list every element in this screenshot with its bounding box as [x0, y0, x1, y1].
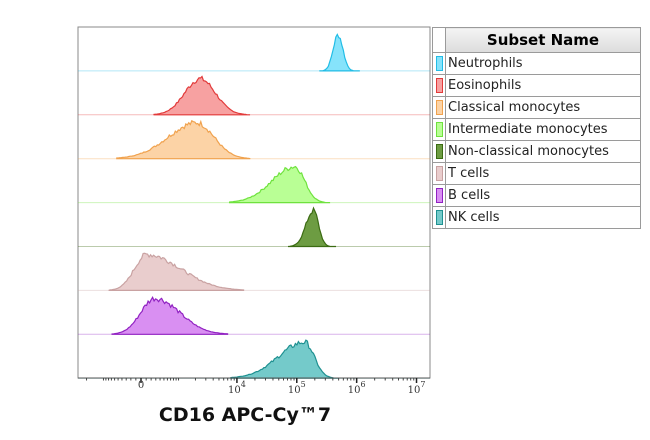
x-tick-label: 105 [287, 380, 306, 396]
legend-item: Non-classical monocytes [432, 140, 641, 163]
histogram-area [288, 206, 337, 248]
legend-label: Classical monocytes [445, 96, 641, 119]
legend-title: Subset Name [445, 27, 641, 53]
legend-swatch [435, 78, 443, 93]
legend-swatch [435, 122, 443, 137]
x-tick-label: 104 [228, 380, 246, 396]
legend-label: Intermediate monocytes [445, 118, 641, 141]
legend-swatch [435, 188, 443, 203]
histogram-area [153, 75, 251, 116]
legend-label: Non-classical monocytes [445, 140, 641, 163]
x-tick-label: 0 [137, 380, 145, 391]
legend-swatch [435, 166, 443, 181]
x-axis-label: CD16 APC-Cy™7 [158, 404, 332, 426]
legend-item: Eosinophils [432, 74, 641, 97]
legend-item: Neutrophils [432, 52, 641, 75]
histogram-area [108, 252, 245, 291]
legend-swatch [435, 210, 443, 225]
legend-label: Eosinophils [445, 74, 641, 97]
legend-header-blank [432, 27, 446, 53]
legend-swatch [435, 144, 443, 159]
legend-swatch [435, 56, 443, 71]
legend-label: NK cells [445, 206, 641, 229]
legend-label: B cells [445, 184, 641, 207]
histogram-area [228, 165, 331, 204]
legend-label: T cells [445, 162, 641, 185]
x-tick-label: 106 [347, 380, 366, 396]
legend-item: B cells [432, 184, 641, 207]
x-tick-label: 107 [407, 380, 426, 396]
histogram-t-cells [78, 252, 430, 291]
legend-item: Intermediate monocytes [432, 118, 641, 141]
legend-label: Neutrophils [445, 52, 641, 75]
histogram-classical-monocytes [78, 119, 430, 160]
histogram-area [116, 119, 251, 160]
histogram-area [319, 33, 360, 72]
legend-item: NK cells [432, 206, 641, 229]
histogram-area [230, 339, 339, 379]
legend-item: Classical monocytes [432, 96, 641, 119]
legend-item: T cells [432, 162, 641, 185]
legend: Subset Name Neutrophils Eosinophils Classi… [432, 27, 641, 229]
histogram-non-classical-monocytes [78, 206, 430, 248]
histogram-eosinophils [78, 75, 430, 116]
histogram-area [111, 295, 229, 335]
histogram-neutrophils [78, 33, 430, 72]
histogram-intermediate-monocytes [78, 165, 430, 204]
legend-swatch [435, 100, 443, 115]
histogram-b-cells [78, 295, 430, 335]
